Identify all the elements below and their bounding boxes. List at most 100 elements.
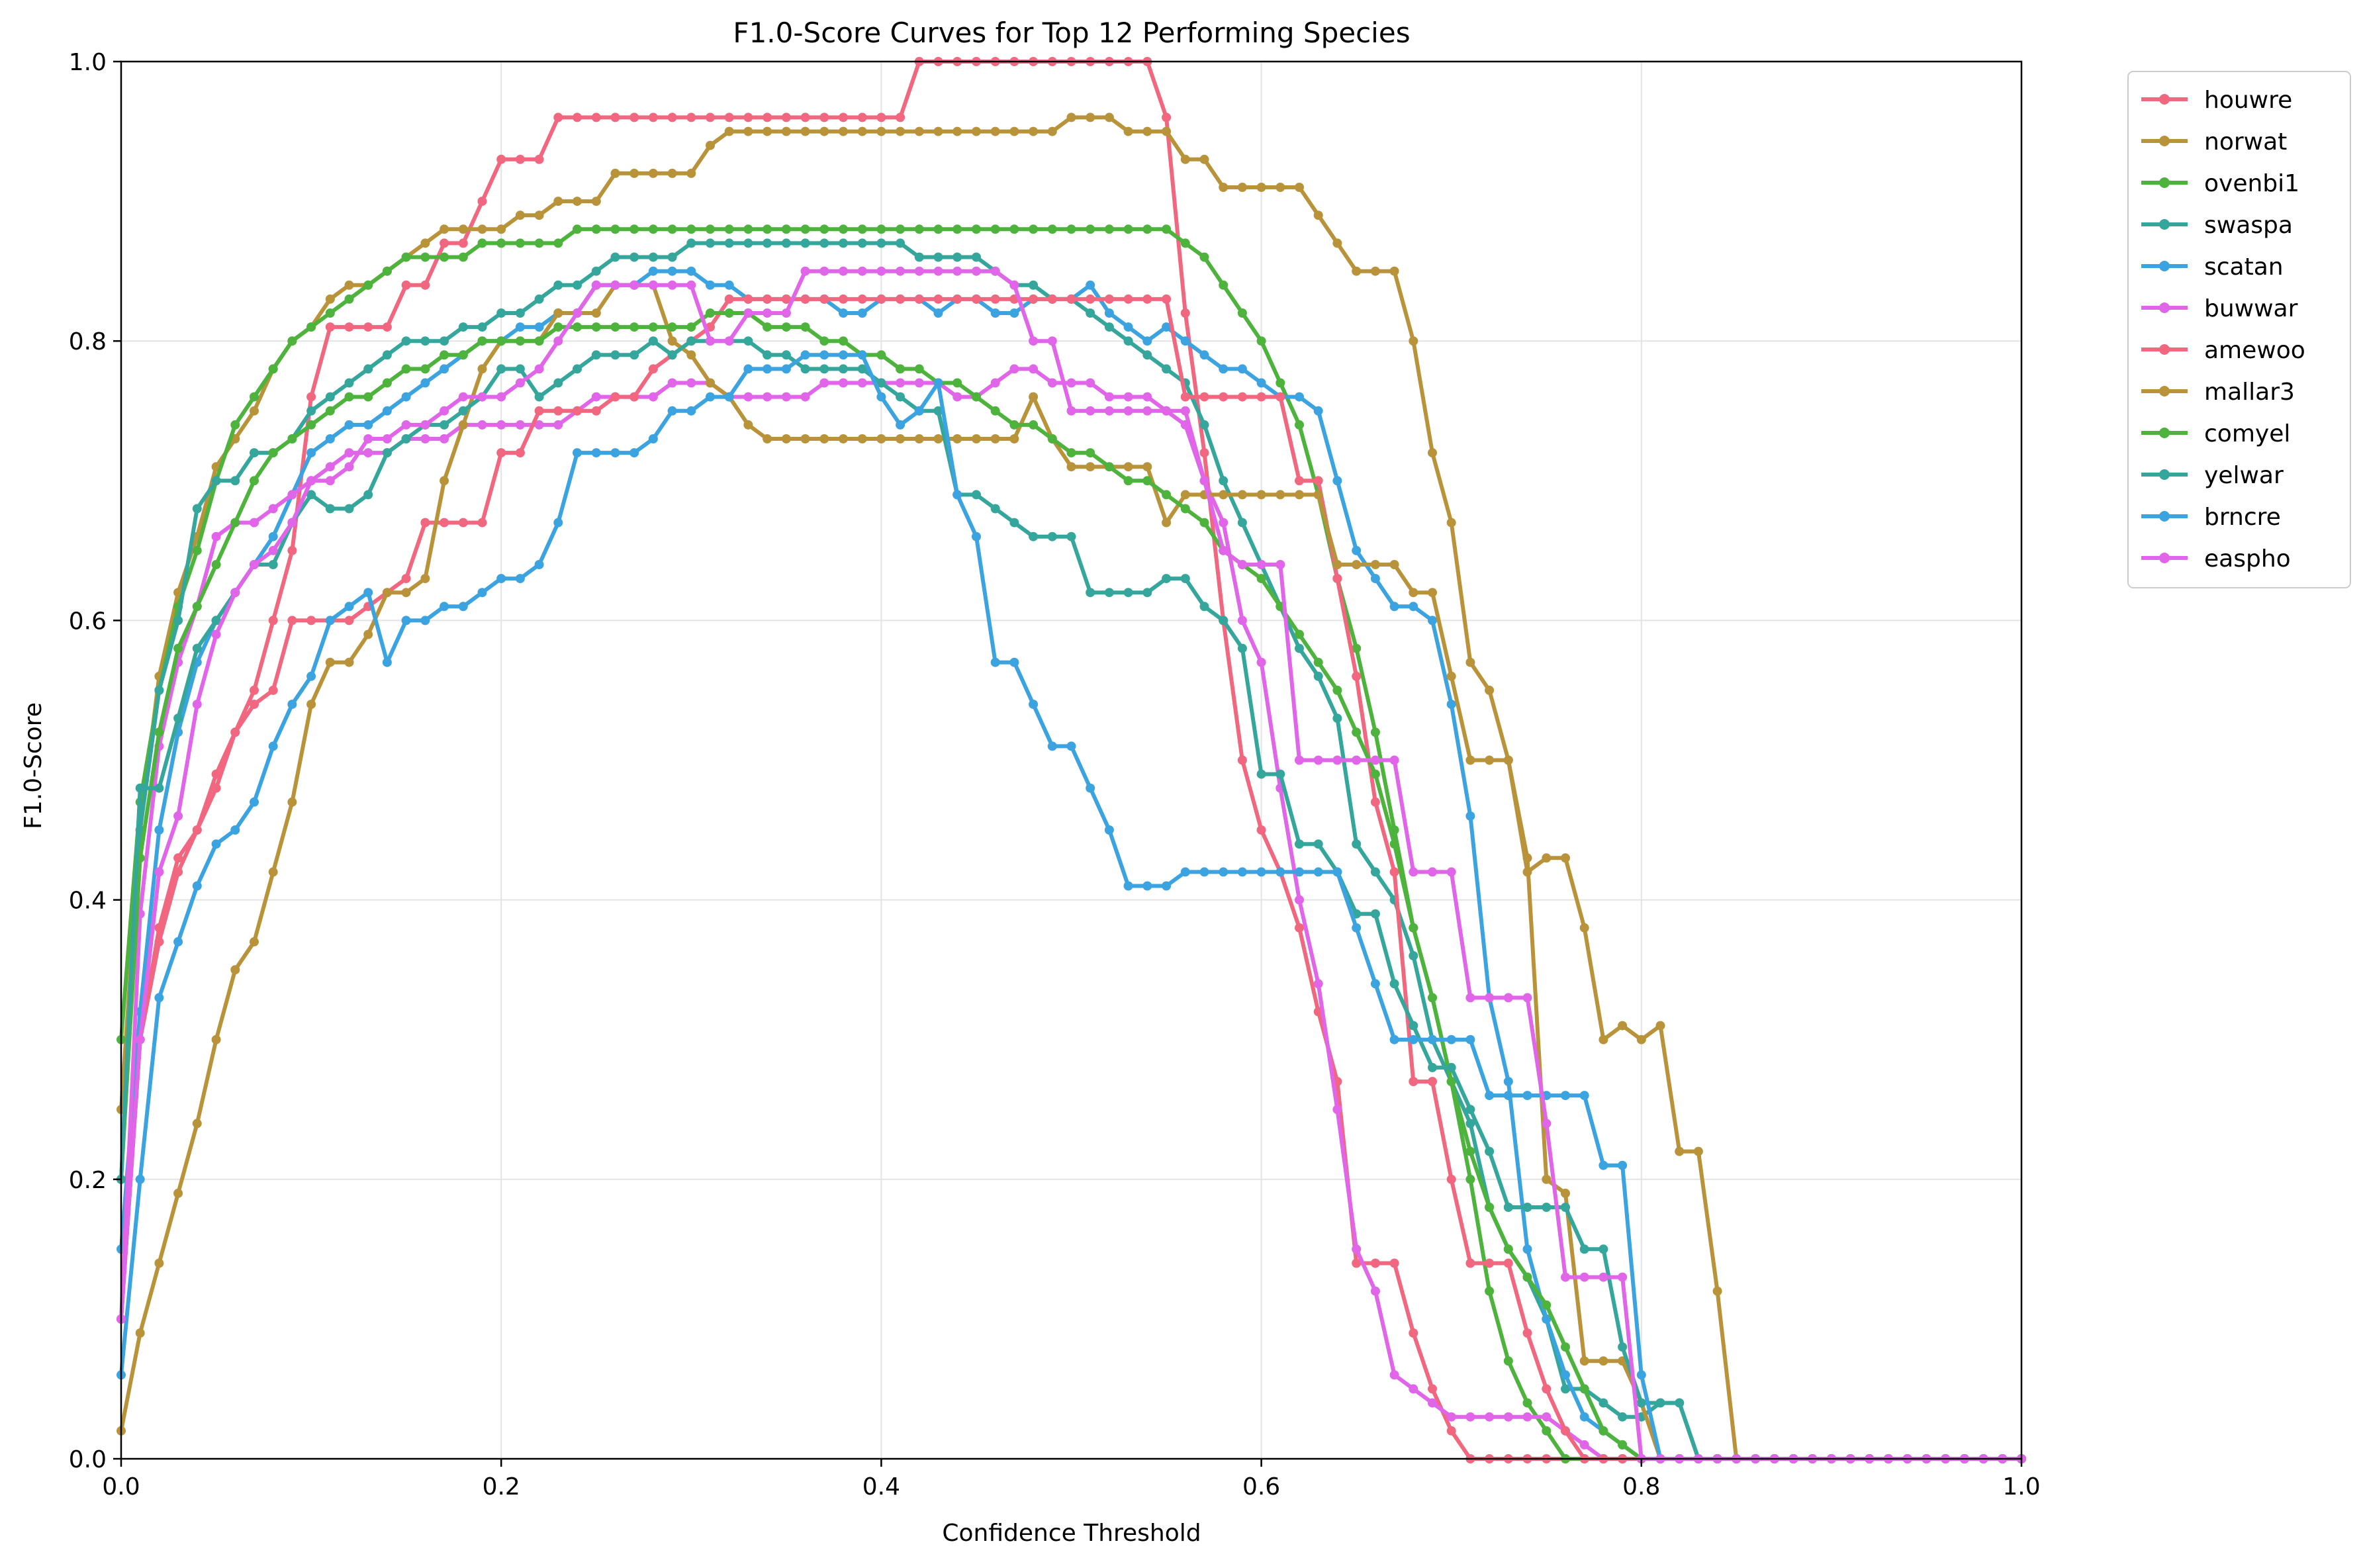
data-point-norwat (667, 168, 677, 178)
data-point-brncre (211, 839, 221, 849)
data-point-buwwar (1522, 1412, 1532, 1422)
data-point-yelwar (1313, 839, 1323, 849)
data-point-mallar3 (1446, 671, 1456, 681)
data-point-buwwar (1256, 657, 1266, 667)
data-point-norwat (839, 126, 848, 136)
data-point-amewoo (1409, 1077, 1418, 1086)
data-point-norwat (763, 126, 772, 136)
data-point-ovenbi1 (629, 224, 639, 234)
data-point-ovenbi1 (1009, 224, 1019, 234)
data-point-houwre (458, 238, 468, 248)
data-point-brncre (1352, 923, 1362, 933)
data-point-amewoo (534, 406, 544, 416)
data-point-ovenbi1 (743, 224, 753, 234)
data-point-mallar3 (1522, 853, 1532, 863)
data-point-scatan (1104, 308, 1114, 318)
data-point-swaspa (1123, 336, 1133, 346)
data-point-amewoo (724, 294, 734, 304)
data-point-buwwar (1579, 1440, 1589, 1450)
data-point-scatan (648, 266, 658, 276)
data-point-easpho (325, 476, 335, 486)
data-point-norwat (1561, 853, 1570, 863)
data-point-swaspa (306, 406, 316, 416)
data-point-yelwar (896, 392, 905, 402)
data-point-easpho (1332, 755, 1342, 765)
data-point-brncre (534, 560, 544, 569)
data-point-scatan (268, 531, 278, 541)
data-point-mallar3 (800, 434, 810, 443)
data-point-mallar3 (1599, 1356, 1608, 1366)
data-point-buwwar (1313, 979, 1323, 989)
legend-swatch-marker (2159, 219, 2170, 230)
data-point-yelwar (440, 420, 449, 430)
data-point-easpho (192, 700, 202, 710)
data-point-buwwar (1409, 1384, 1418, 1394)
data-point-buwwar (1370, 1286, 1380, 1296)
data-point-amewoo (1123, 294, 1133, 304)
data-point-buwwar (1295, 895, 1304, 905)
data-point-scatan (420, 378, 430, 388)
data-point-easpho (1465, 993, 1475, 1003)
data-point-yelwar (1446, 1062, 1456, 1072)
data-point-comyel (250, 476, 259, 486)
data-point-swaspa (706, 238, 715, 248)
data-point-brncre (553, 518, 563, 528)
data-point-swaspa (914, 252, 924, 262)
legend-item-swaspa: swaspa (2141, 212, 2293, 239)
data-point-mallar3 (458, 420, 468, 430)
data-point-buwwar (914, 378, 924, 388)
data-point-swaspa (1029, 280, 1039, 290)
data-point-yelwar (990, 504, 1000, 514)
data-point-brncre (1561, 1091, 1570, 1101)
data-point-yelwar (1009, 518, 1019, 528)
data-point-buwwar (268, 504, 278, 514)
data-point-easpho (857, 266, 867, 276)
data-point-norwat (952, 126, 962, 136)
data-point-swaspa (230, 476, 240, 486)
data-point-amewoo (990, 294, 1000, 304)
data-point-brncre (1047, 741, 1057, 751)
data-point-mallar3 (1066, 462, 1076, 472)
data-point-norwat (1142, 126, 1152, 136)
data-point-swaspa (458, 322, 468, 332)
data-point-ovenbi1 (1123, 224, 1133, 234)
data-point-brncre (344, 602, 354, 612)
data-point-mallar3 (192, 1119, 202, 1129)
data-point-comyel (287, 434, 297, 443)
data-point-comyel (1389, 839, 1399, 849)
data-point-swaspa (839, 238, 848, 248)
data-point-amewoo (1029, 294, 1039, 304)
data-point-mallar3 (857, 434, 867, 443)
data-point-easpho (1047, 336, 1057, 346)
data-point-swaspa (496, 308, 506, 318)
data-point-swaspa (1295, 643, 1304, 653)
data-point-norwat (1636, 1035, 1646, 1044)
data-point-houwre (1199, 448, 1209, 458)
data-point-brncre (857, 350, 867, 360)
data-point-scatan (933, 308, 943, 318)
data-point-comyel (1029, 420, 1039, 430)
data-point-easpho (743, 308, 753, 318)
data-point-yelwar (781, 350, 791, 360)
data-point-mallar3 (876, 434, 886, 443)
data-point-houwre (325, 322, 335, 332)
data-point-buwwar (1086, 378, 1095, 388)
data-point-brncre (1123, 881, 1133, 891)
data-point-buwwar (990, 378, 1000, 388)
data-point-mallar3 (1295, 490, 1304, 500)
data-point-brncre (1599, 1160, 1608, 1170)
data-point-comyel (648, 322, 658, 332)
data-point-scatan (1542, 1314, 1552, 1324)
data-point-yelwar (686, 336, 696, 346)
legend-swatch-marker (2159, 136, 2170, 146)
data-point-yelwar (1123, 588, 1133, 598)
data-point-norwat (1409, 336, 1418, 346)
data-point-norwat (1275, 183, 1285, 192)
data-point-buwwar (781, 392, 791, 402)
data-point-ovenbi1 (800, 224, 810, 234)
data-point-scatan (1465, 811, 1475, 821)
data-point-buwwar (1465, 1412, 1475, 1422)
data-point-mallar3 (325, 657, 335, 667)
data-point-buwwar (250, 518, 259, 528)
data-point-mallar3 (990, 434, 1000, 443)
